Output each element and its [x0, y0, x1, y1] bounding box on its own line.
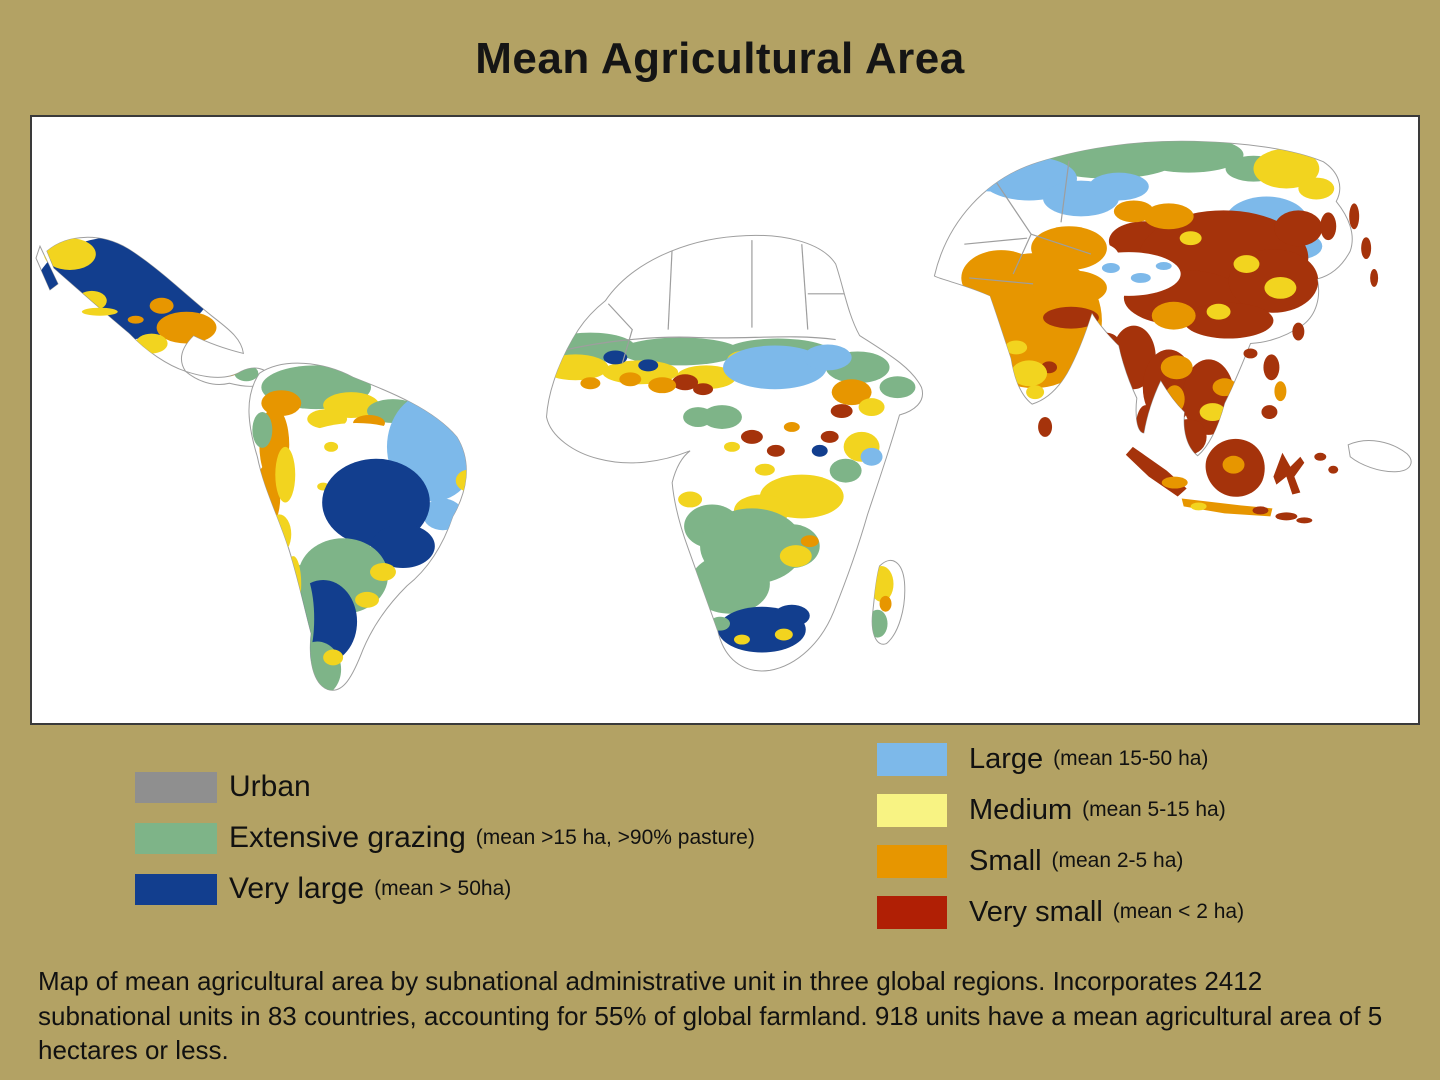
- legend-label: Urban: [229, 770, 311, 803]
- legend-swatch-very-small: [877, 895, 947, 929]
- island-sri-lanka: [1038, 417, 1053, 437]
- island-philippines: [1263, 354, 1280, 381]
- legend-label: Very large: [229, 872, 365, 905]
- legend-label: Medium: [969, 793, 1073, 826]
- legend-item-very-small: Very small (mean < 2 ha): [877, 895, 1244, 929]
- legend-item-extensive-grazing: Extensive grazing (mean >15 ha, >90% pas…: [135, 821, 755, 855]
- legend-detail: (mean 5-15 ha): [1082, 798, 1226, 821]
- region-asia: [933, 140, 1412, 524]
- legend-left: Urban Extensive grazing (mean >15 ha, >9…: [135, 770, 755, 906]
- island-japan: [1349, 203, 1360, 230]
- island-hispaniola: [127, 315, 144, 324]
- island-maluku: [1314, 452, 1327, 461]
- island-sumatra: [1125, 446, 1187, 497]
- legend-detail: (mean >15 ha, >90% pasture): [475, 826, 755, 849]
- map-panel: [30, 115, 1420, 725]
- korea-peninsula: [1320, 212, 1337, 241]
- island-hainan: [1243, 348, 1258, 359]
- legend-swatch-small: [877, 844, 947, 878]
- island-lesser-sunda: [1275, 512, 1298, 521]
- legend-label: Large: [969, 742, 1044, 775]
- legend-swatch-medium: [877, 793, 947, 827]
- legend-swatch-large: [877, 742, 947, 776]
- legend-detail: (mean > 50ha): [374, 877, 512, 900]
- legend-item-medium: Medium (mean 5-15 ha): [877, 793, 1244, 827]
- legend-detail: (mean < 2 ha): [1112, 900, 1245, 923]
- legend-label: Extensive grazing: [229, 821, 466, 854]
- legend-right: Large (mean 15-50 ha) Medium (mean 5-15 …: [877, 742, 1244, 929]
- island-java: [1181, 498, 1273, 517]
- legend-swatch-extensive-grazing: [135, 822, 217, 854]
- island-cuba: [81, 307, 118, 316]
- island-sulawesi: [1273, 452, 1305, 495]
- legend-detail: (mean 2-5 ha): [1051, 849, 1184, 872]
- page-title: Mean Agricultural Area: [475, 34, 965, 83]
- figure-caption: Map of mean agricultural area by subnati…: [38, 966, 1383, 1066]
- legend-detail: (mean 15-50 ha): [1053, 747, 1209, 770]
- island-taiwan: [1292, 322, 1305, 341]
- legend-swatch-urban: [135, 771, 217, 803]
- asia-patches: [961, 141, 1335, 455]
- legend-item-large: Large (mean 15-50 ha): [877, 742, 1244, 776]
- legend-item-urban: Urban: [135, 770, 755, 804]
- region-americas: [35, 236, 467, 691]
- legend-swatch-very-large: [135, 873, 217, 905]
- americas-patches: [35, 237, 467, 691]
- legend-label: Very small: [969, 895, 1103, 928]
- world-map: [35, 140, 1412, 691]
- legend-item-small: Small (mean 2-5 ha): [877, 844, 1244, 878]
- legend-label: Small: [969, 844, 1042, 877]
- legend-item-very-large: Very large (mean > 50ha): [135, 872, 755, 906]
- island-new-guinea: [1347, 440, 1412, 473]
- region-africa: [546, 234, 924, 672]
